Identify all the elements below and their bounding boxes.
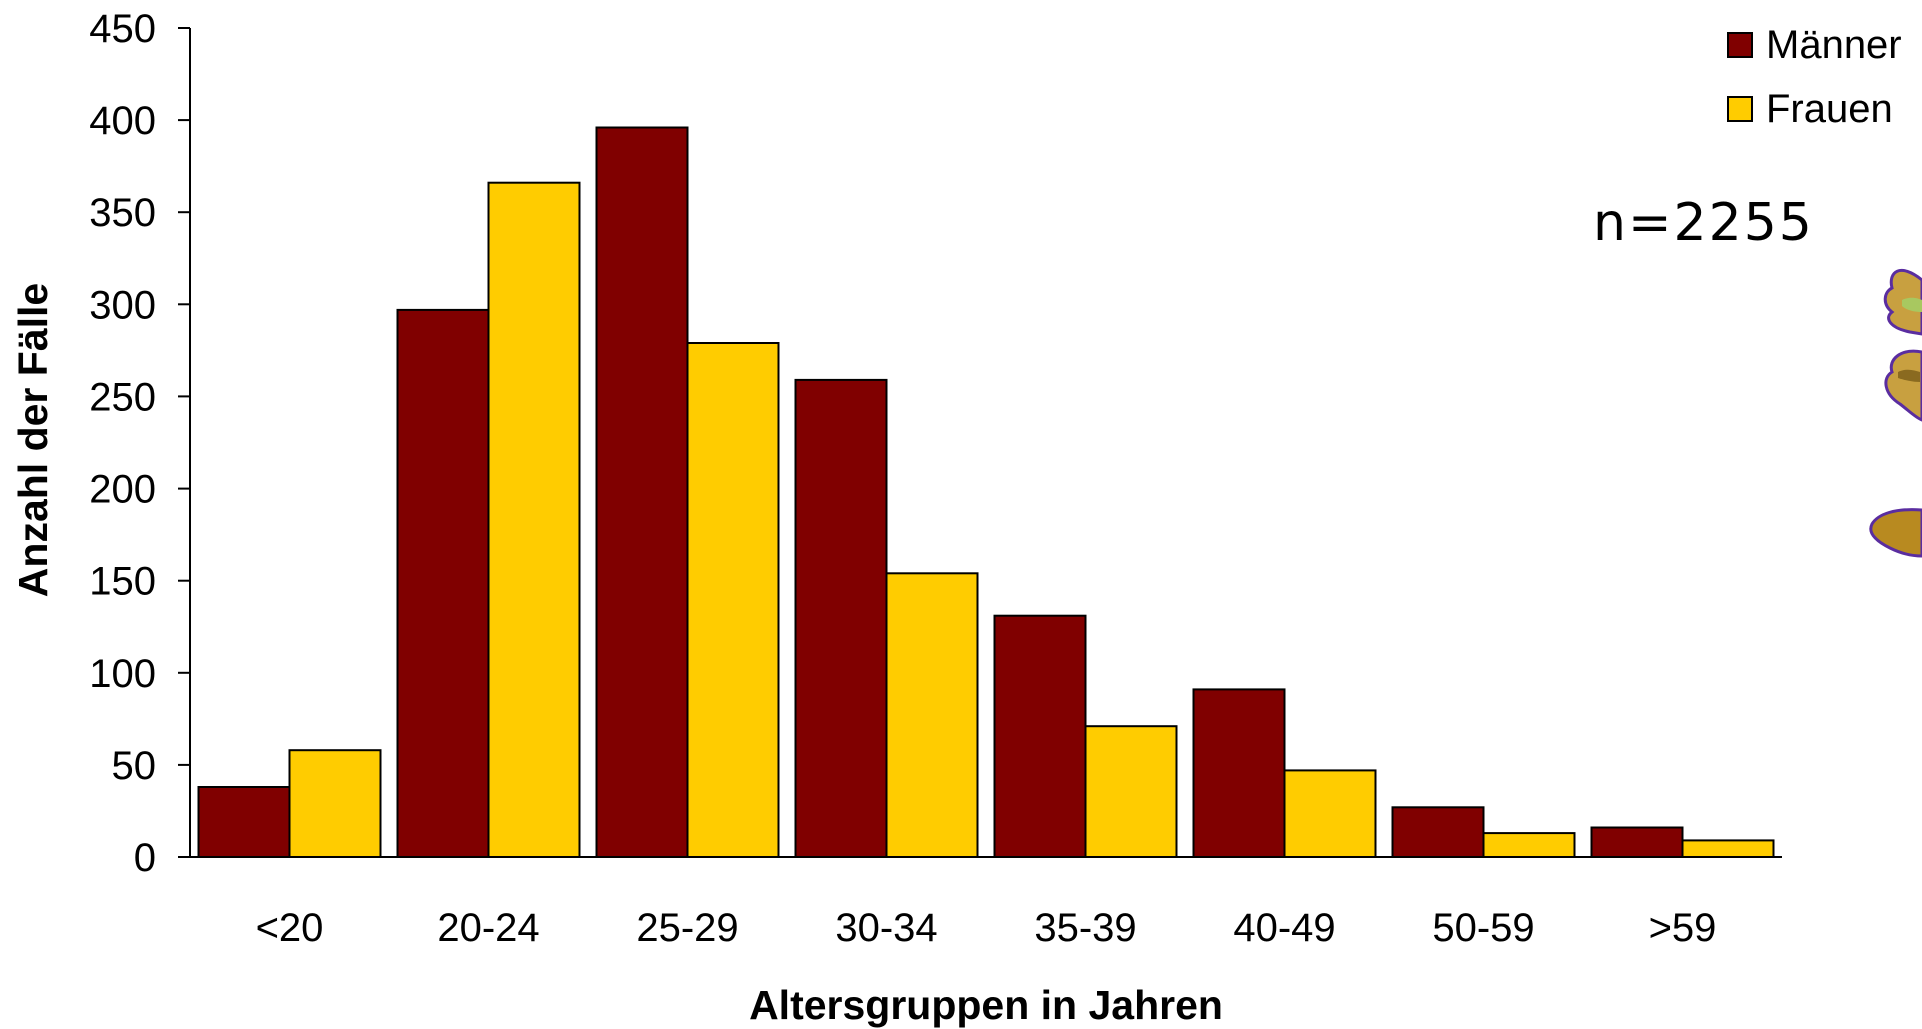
bar-maenner-2 <box>595 126 689 858</box>
x-tick-label: >59 <box>1649 906 1717 950</box>
x-axis-title: Altersgruppen in Jahren <box>749 982 1223 1028</box>
y-tick-label: 450 <box>89 7 156 51</box>
bar-maenner-1 <box>396 308 490 858</box>
y-tick-label: 250 <box>89 375 156 419</box>
legend-label-frauen: Frauen <box>1766 87 1893 131</box>
bar-maenner-7 <box>1590 826 1684 858</box>
bar-maenner-4 <box>993 614 1087 859</box>
bar-frauen-7 <box>1681 839 1775 859</box>
bar-frauen-3 <box>885 572 979 858</box>
y-tick-label: 400 <box>89 99 156 143</box>
bar-frauen-1 <box>487 181 581 858</box>
bar-maenner-0 <box>197 786 291 858</box>
sample-size-annotation: n=2255 <box>1593 193 1814 253</box>
bars-group <box>197 126 1775 859</box>
bar-maenner-6 <box>1391 806 1485 858</box>
y-tick-label: 150 <box>89 560 156 604</box>
x-tick-label: 20-24 <box>437 906 539 950</box>
y-tick-label: 200 <box>89 468 156 512</box>
x-tick-label: 50-59 <box>1432 906 1534 950</box>
x-tick-label: 40-49 <box>1233 906 1335 950</box>
bar-maenner-3 <box>794 378 888 858</box>
x-tick-label: 25-29 <box>636 906 738 950</box>
legend-label-maenner: Männer <box>1766 23 1902 67</box>
legend: Männer Frauen <box>1727 23 1902 131</box>
y-axis-title: Anzahl der Fälle <box>10 283 56 597</box>
bar-frauen-2 <box>686 342 780 858</box>
bar-maenner-5 <box>1192 688 1286 859</box>
bar-frauen-5 <box>1283 769 1377 859</box>
y-tick-label: 100 <box>89 652 156 696</box>
legend-swatch-maenner <box>1727 32 1753 58</box>
y-tick-label: 300 <box>89 283 156 327</box>
x-tick-labels: <20 20-24 25-29 30-34 35-39 40-49 50-59 >59 <box>256 906 1717 950</box>
y-tick-label: 350 <box>89 191 156 235</box>
x-tick-label: <20 <box>256 906 324 950</box>
y-ticks: 0 50 100 150 200 250 300 350 400 450 <box>89 7 190 880</box>
bar-frauen-0 <box>288 749 382 859</box>
bar-frauen-4 <box>1084 725 1178 859</box>
x-tick-label: 30-34 <box>835 906 937 950</box>
legend-swatch-frauen <box>1727 96 1753 122</box>
y-tick-label: 0 <box>134 836 156 880</box>
y-tick-label: 50 <box>112 744 157 788</box>
bar-frauen-6 <box>1482 832 1576 858</box>
stacked-hats-illustration-icon <box>1869 268 1922 558</box>
x-tick-label: 35-39 <box>1034 906 1136 950</box>
